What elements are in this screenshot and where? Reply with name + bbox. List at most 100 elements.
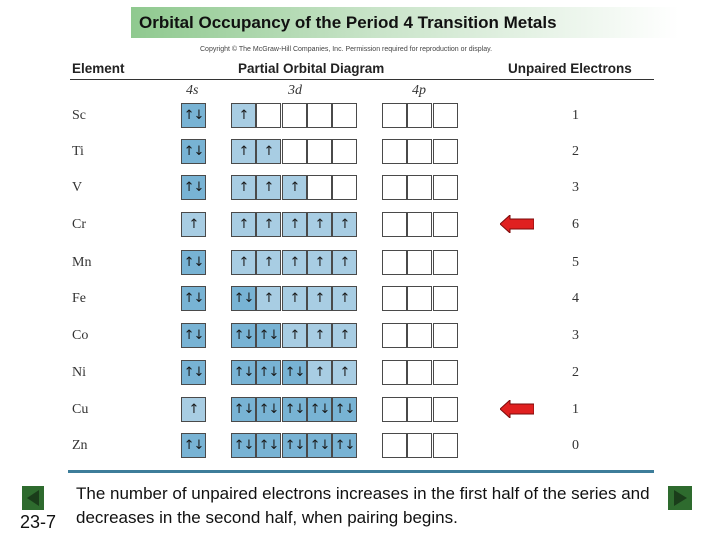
orbital-4p-box [382,212,407,237]
orbital-4s-box: ↑↓ [181,286,206,311]
element-symbol-zn: Zn [72,438,88,453]
element-symbol-sc: Sc [72,108,86,123]
orbital-4s-box: ↑↓ [181,360,206,385]
orbital-3d-box: ↑ [282,212,307,237]
unpaired-count-sc: 1 [572,108,579,123]
header-element: Element [72,61,125,76]
orbital-4p-box [382,103,407,128]
orbital-4p-box [433,360,458,385]
orbital-3d-box: ↑↓ [231,397,256,422]
orbital-4s-box: ↑↓ [181,323,206,348]
orbital-4p-box [407,360,432,385]
orbital-3d-box [332,103,357,128]
element-symbol-cu: Cu [72,402,89,417]
footer-caption: The number of unpaired electrons increas… [76,484,650,527]
element-symbol-co: Co [72,328,89,343]
orbital-4p-box [433,139,458,164]
orbital-4p-box [382,433,407,458]
orbital-3d-box: ↑ [307,360,332,385]
orbital-3d-box: ↑↓ [282,397,307,422]
orbital-4p-box [382,323,407,348]
orbital-3d-box: ↑↓ [307,397,332,422]
orbital-3d-box: ↑ [282,250,307,275]
orbital-4s-box: ↑↓ [181,139,206,164]
orbital-4p-box [382,397,407,422]
unpaired-count-v: 3 [572,180,579,195]
orbital-4p-box [433,397,458,422]
copyright-notice: Copyright © The McGraw-Hill Companies, I… [200,46,493,53]
orbital-4p-box [433,433,458,458]
previous-slide-icon[interactable] [22,486,44,510]
orbital-3d-box: ↑ [282,323,307,348]
orbital-3d-box [307,139,332,164]
element-symbol-ni: Ni [72,365,86,380]
orbital-3d-box: ↑ [256,139,281,164]
orbital-3d-box: ↑↓ [256,433,281,458]
orbital-3d-box: ↑↓ [231,323,256,348]
orbital-3d-box: ↑↓ [282,433,307,458]
orbital-4p-box [433,286,458,311]
element-symbol-mn: Mn [72,255,92,270]
orbital-3d-box: ↑↓ [231,433,256,458]
orbital-4p-box [382,175,407,200]
orbital-4p-box [407,139,432,164]
orbital-3d-box [282,139,307,164]
orbital-3d-box: ↑ [332,250,357,275]
orbital-4p-box [382,250,407,275]
orbital-3d-box: ↑↓ [332,397,357,422]
orbital-3d-box: ↑ [307,212,332,237]
orbital-3d-box: ↑↓ [231,360,256,385]
unpaired-count-zn: 0 [572,438,579,453]
orbital-3d-box: ↑↓ [256,397,281,422]
highlight-arrow-icon [500,400,534,418]
orbital-3d-box [332,175,357,200]
orbital-4p-box [407,175,432,200]
orbital-3d-box: ↑ [282,286,307,311]
header-unpaired: Unpaired Electrons [508,61,632,76]
orbital-3d-box: ↑ [256,250,281,275]
orbital-3d-box: ↑ [332,212,357,237]
orbital-4p-box [407,103,432,128]
orbital-3d-box: ↑ [256,212,281,237]
header-diagram: Partial Orbital Diagram [238,61,385,76]
unpaired-count-co: 3 [572,328,579,343]
orbital-4s-box: ↑↓ [181,250,206,275]
orbital-3d-box: ↑↓ [307,433,332,458]
orbital-3d-box: ↑ [231,250,256,275]
orbital-3d-box: ↑ [231,103,256,128]
orbital-3d-box: ↑↓ [256,360,281,385]
unpaired-count-cu: 1 [572,402,579,417]
orbital-4s-box: ↑ [181,212,206,237]
orbital-4s-box: ↑↓ [181,433,206,458]
orbital-3d-box [256,103,281,128]
orbital-3d-box: ↑ [307,250,332,275]
header-rule [70,79,654,80]
orbital-3d-box: ↑ [307,323,332,348]
orbital-3d-box: ↑ [231,212,256,237]
next-slide-icon[interactable] [668,486,692,510]
orbital-4p-box [433,175,458,200]
orbital-4p-box [433,103,458,128]
orbital-4p-box [407,286,432,311]
orbital-3d-box: ↑↓ [256,323,281,348]
unpaired-count-mn: 5 [572,255,579,270]
orbital-3d-box: ↑ [332,286,357,311]
orbital-label-4s: 4s [186,83,199,98]
orbital-4s-box: ↑↓ [181,103,206,128]
orbital-label-4p: 4p [412,83,426,98]
orbital-3d-box: ↑↓ [282,360,307,385]
orbital-4p-box [407,212,432,237]
orbital-3d-box: ↑ [282,175,307,200]
orbital-3d-box: ↑↓ [231,286,256,311]
orbital-4p-box [433,250,458,275]
orbital-3d-box: ↑ [231,139,256,164]
slide-number: 23-7 [20,512,57,532]
unpaired-count-fe: 4 [572,291,579,306]
element-symbol-ti: Ti [72,144,84,159]
orbital-4p-box [407,397,432,422]
orbital-4p-box [407,250,432,275]
orbital-label-3d: 3d [288,83,302,98]
slide-title: Orbital Occupancy of the Period 4 Transi… [131,7,679,38]
orbital-4p-box [433,323,458,348]
orbital-4p-box [433,212,458,237]
